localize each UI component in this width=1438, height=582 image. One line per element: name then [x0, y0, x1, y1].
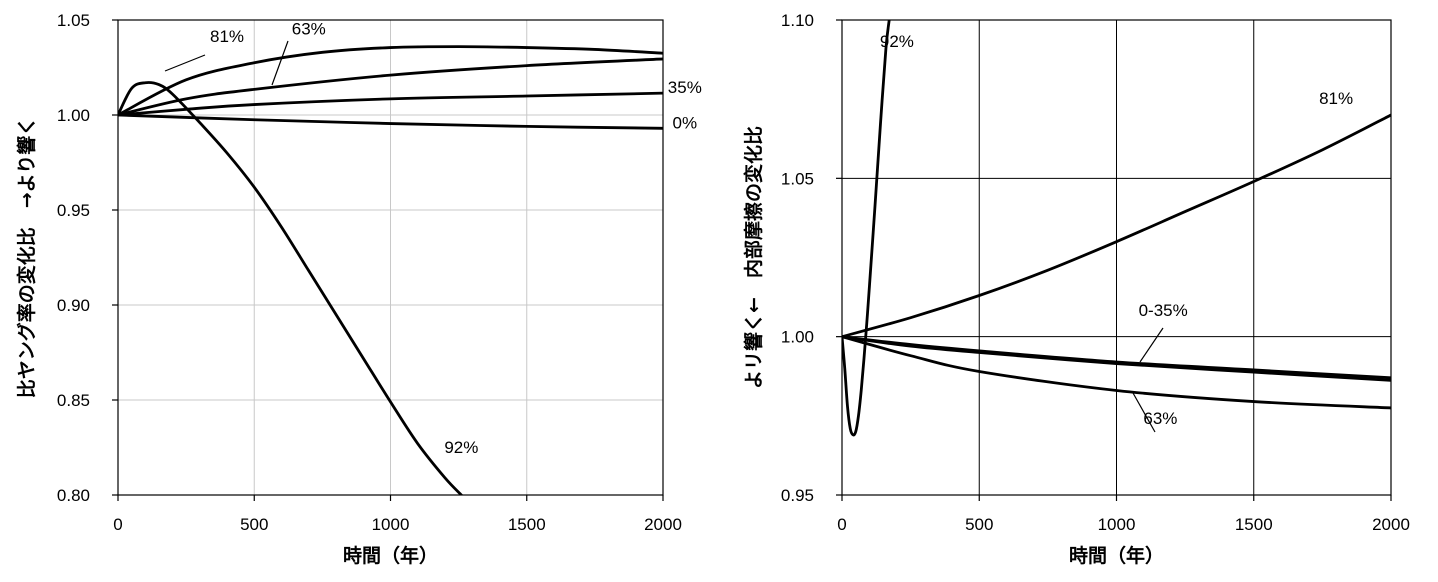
x-tick-label: 0	[837, 515, 846, 534]
series-line-92%	[118, 81, 463, 495]
series-annotation-label: 63%	[292, 19, 326, 38]
y-axis-title: よリ響く← 内部摩擦の変化比	[742, 126, 765, 389]
y-tick-label: 0.95	[57, 201, 90, 220]
series-annotation-label: 0-35%	[1139, 301, 1188, 320]
series-line-92%	[842, 20, 891, 437]
series-line-63%	[842, 335, 1391, 410]
series-group	[842, 20, 1391, 437]
y-tick-label: 1.10	[781, 11, 814, 30]
y-tick-label: 1.00	[57, 106, 90, 125]
annotation-leader-line	[271, 40, 289, 86]
x-axis-title: 時間（年）	[1069, 544, 1164, 567]
series-annotation-label: 81%	[1319, 89, 1353, 108]
x-tick-label: 500	[965, 515, 993, 534]
y-tick-label: 1.05	[781, 169, 814, 188]
series-line-0-35%	[842, 335, 1391, 380]
annotation-leader-line	[1132, 392, 1156, 433]
series-line-81%	[842, 113, 1391, 339]
x-tick-label: 1500	[508, 515, 546, 534]
y-tick-label: 0.85	[57, 391, 90, 410]
chart-2: 0 500 1000 1500 2000 0.95 1.00 1.05 1.10 時間（年） よリ響…	[742, 11, 1410, 567]
series-annotation-label: 35%	[668, 78, 702, 97]
y-tick-label: 0.90	[57, 296, 90, 315]
series-line-63%	[118, 57, 663, 117]
series-annotation-label: 81%	[210, 27, 244, 46]
y-tick-label: 1.05	[57, 11, 90, 30]
series-group	[118, 45, 663, 495]
y-tick-label: 0.95	[781, 486, 814, 505]
chart-1: 0 500 1000 1500 2000 0.80 0.85 0.90 0.95 1.00 1.05…	[15, 11, 702, 567]
x-tick-label: 0	[113, 515, 122, 534]
series-annotation-label: 63%	[1143, 409, 1177, 428]
annotation-leader-line	[1139, 327, 1164, 363]
series-line-0-35%	[842, 335, 1391, 382]
x-tick-label: 2000	[644, 515, 682, 534]
series-annotation-label: 92%	[444, 438, 478, 457]
series-annotation-label: 0%	[673, 113, 698, 132]
y-tick-label: 1.00	[781, 328, 814, 347]
y-tick-label: 0.80	[57, 486, 90, 505]
annotation-leader-line	[164, 54, 206, 72]
x-tick-label: 1500	[1235, 515, 1273, 534]
x-tick-label: 1000	[1098, 515, 1136, 534]
x-tick-label: 1000	[372, 515, 410, 534]
x-tick-label: 500	[240, 515, 268, 534]
series-line-0%	[118, 113, 663, 130]
y-axis-title: 比ヤング率の変化比 →より響く	[15, 117, 38, 399]
x-tick-label: 2000	[1372, 515, 1410, 534]
series-annotation-label: 92%	[880, 32, 914, 51]
series-line-81%	[118, 45, 663, 117]
x-axis-title: 時間（年）	[343, 544, 438, 567]
